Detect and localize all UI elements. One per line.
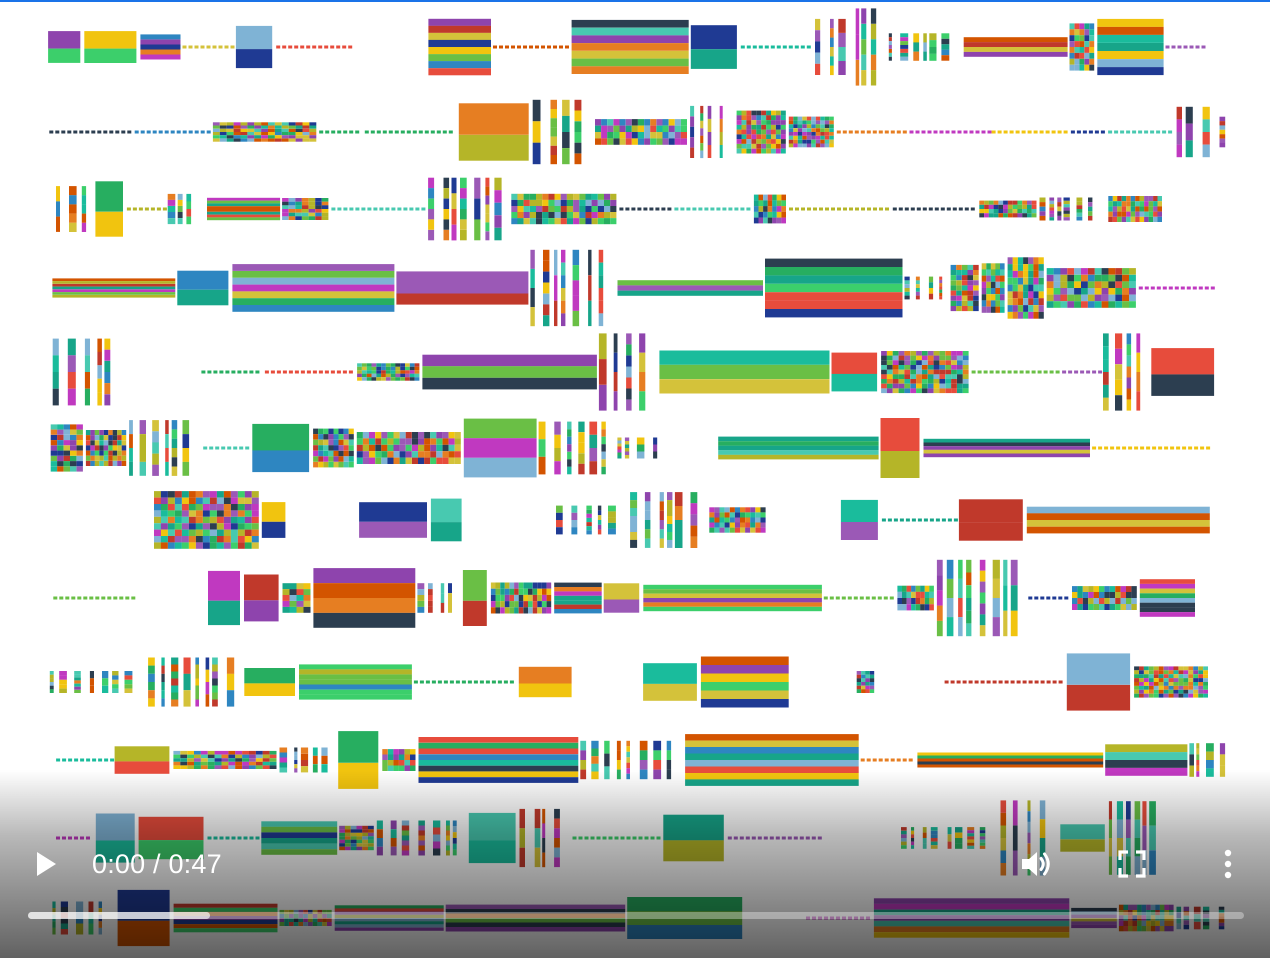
top-accent-border (0, 0, 1270, 2)
time-display: 0:00 / 0:47 (92, 846, 222, 882)
play-icon (37, 852, 56, 876)
time-separator: / (145, 848, 169, 879)
volume-button[interactable] (1012, 844, 1060, 884)
fullscreen-icon (1118, 850, 1146, 878)
play-button[interactable] (24, 844, 68, 884)
more-options-button[interactable] (1210, 844, 1246, 884)
duration: 0:47 (168, 848, 222, 879)
progress-bar[interactable] (28, 912, 1244, 919)
volume-up-icon (1022, 852, 1050, 876)
progress-buffered (28, 912, 211, 919)
more-vertical-icon (1224, 849, 1232, 879)
fullscreen-button[interactable] (1108, 844, 1156, 884)
current-time: 0:00 (92, 848, 146, 879)
